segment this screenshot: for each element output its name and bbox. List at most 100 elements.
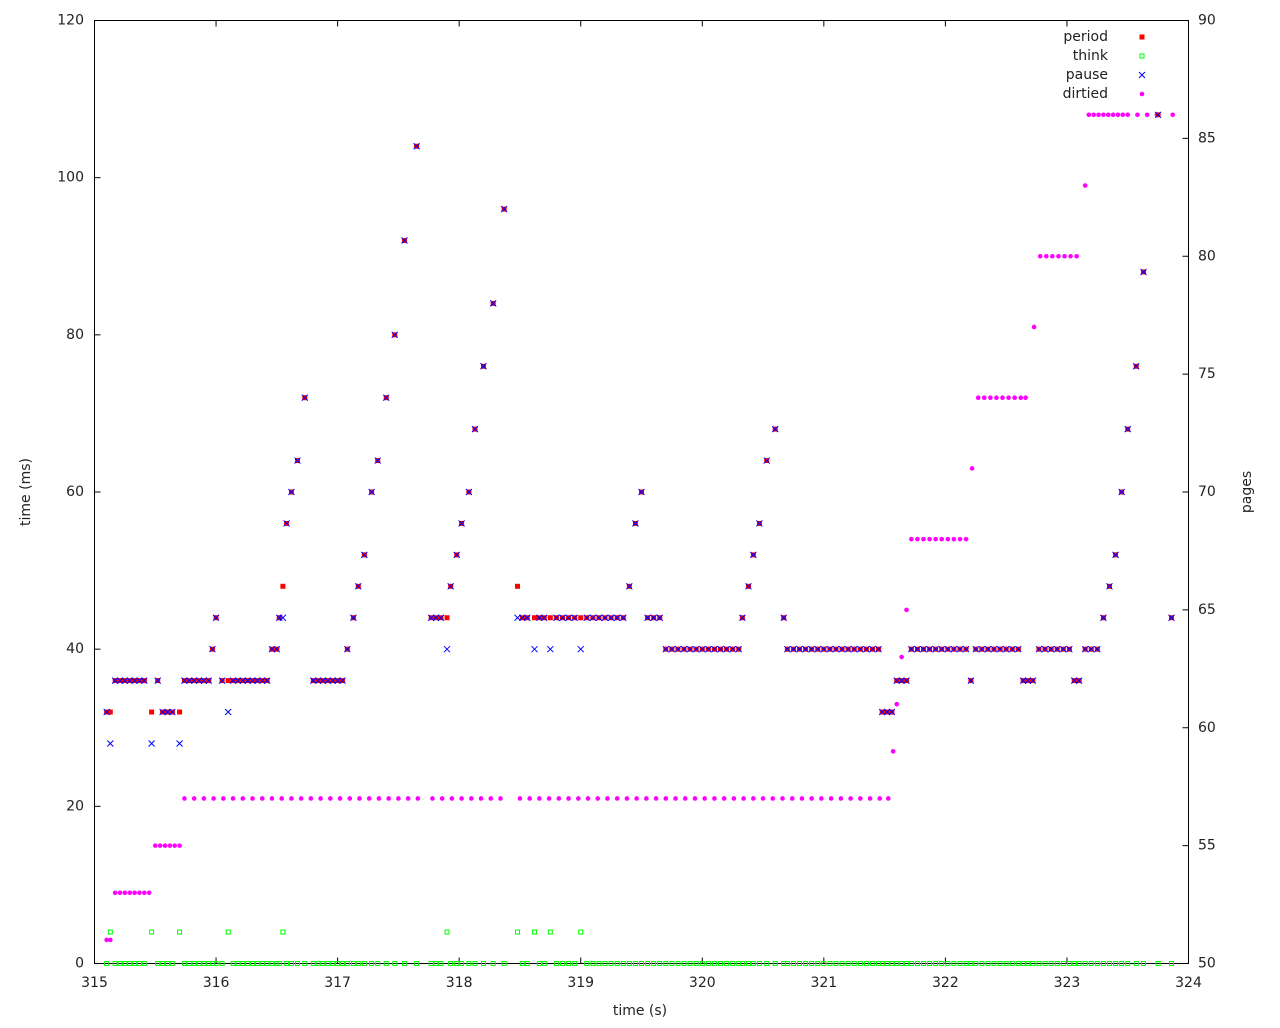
data-point bbox=[230, 961, 236, 966]
data-point bbox=[705, 645, 712, 653]
data-point bbox=[1132, 362, 1140, 370]
data-point bbox=[315, 961, 321, 966]
data-point bbox=[301, 394, 309, 402]
x-axis-title: time (s) bbox=[613, 1003, 667, 1019]
data-point bbox=[288, 488, 295, 496]
data-point bbox=[501, 961, 507, 966]
data-point bbox=[1056, 253, 1061, 259]
data-point bbox=[159, 708, 166, 716]
data-point bbox=[288, 961, 294, 966]
data-point bbox=[168, 708, 176, 716]
data-point bbox=[428, 961, 434, 966]
data-point bbox=[1062, 253, 1067, 259]
data-point bbox=[302, 961, 308, 966]
data-point bbox=[1043, 253, 1049, 259]
data-point bbox=[181, 677, 188, 684]
data-point bbox=[459, 796, 464, 801]
data-point bbox=[1036, 961, 1042, 966]
data-point bbox=[763, 457, 771, 464]
data-point bbox=[433, 961, 439, 966]
data-point bbox=[196, 961, 202, 966]
data-point bbox=[471, 425, 479, 433]
data-point bbox=[1133, 961, 1139, 966]
data-point bbox=[1035, 645, 1043, 653]
data-point bbox=[760, 796, 766, 801]
data-point bbox=[553, 961, 559, 966]
data-point bbox=[239, 677, 247, 684]
data-point bbox=[392, 961, 398, 966]
data-point bbox=[334, 677, 341, 684]
data-point bbox=[276, 961, 282, 966]
data-point bbox=[828, 796, 834, 801]
y-tick-label: 80 bbox=[66, 327, 84, 343]
data-point bbox=[932, 645, 940, 653]
data-point bbox=[127, 890, 133, 896]
data-point bbox=[162, 843, 168, 848]
data-point bbox=[1106, 961, 1112, 966]
data-point bbox=[439, 796, 445, 801]
data-point bbox=[879, 961, 885, 966]
data-point bbox=[1068, 253, 1073, 259]
data-point bbox=[489, 300, 497, 307]
data-point bbox=[969, 466, 975, 471]
data-point bbox=[480, 362, 487, 370]
data-point bbox=[374, 457, 382, 464]
data-point bbox=[314, 677, 322, 684]
data-point bbox=[532, 929, 538, 935]
data-point bbox=[933, 536, 938, 542]
data-point bbox=[686, 645, 694, 653]
data-point bbox=[1091, 112, 1096, 118]
data-point bbox=[578, 615, 584, 621]
x-tick-label: 317 bbox=[324, 975, 351, 991]
data-point bbox=[903, 677, 910, 684]
data-point bbox=[1025, 961, 1031, 966]
data-point bbox=[1003, 961, 1009, 966]
data-point bbox=[957, 961, 963, 966]
data-point bbox=[490, 961, 496, 966]
data-point bbox=[756, 961, 762, 966]
x-tick-label: 316 bbox=[203, 975, 230, 991]
data-point bbox=[1124, 425, 1132, 433]
data-point bbox=[335, 961, 341, 966]
data-point bbox=[438, 961, 444, 966]
data-point bbox=[994, 395, 999, 401]
data-point bbox=[465, 488, 473, 496]
data-point bbox=[273, 645, 281, 653]
data-point bbox=[432, 614, 440, 622]
data-point bbox=[1015, 961, 1021, 966]
data-point bbox=[1106, 582, 1113, 590]
data-point bbox=[607, 614, 615, 622]
data-point bbox=[415, 796, 421, 801]
data-point bbox=[155, 961, 161, 966]
data-point bbox=[350, 961, 356, 966]
data-point bbox=[132, 890, 137, 896]
data-point bbox=[1140, 268, 1147, 276]
data-point bbox=[1029, 677, 1037, 684]
data-point bbox=[764, 961, 770, 966]
data-point bbox=[1071, 961, 1077, 966]
data-point bbox=[978, 645, 986, 653]
data-point bbox=[259, 796, 265, 801]
data-point bbox=[723, 645, 730, 653]
data-point bbox=[269, 961, 275, 966]
data-point bbox=[584, 961, 590, 966]
data-point bbox=[578, 929, 584, 935]
data-point bbox=[1018, 395, 1024, 401]
data-point bbox=[459, 961, 465, 966]
data-point bbox=[571, 614, 578, 622]
data-point bbox=[799, 796, 805, 801]
data-point bbox=[177, 929, 183, 935]
data-point bbox=[608, 961, 614, 966]
data-point bbox=[605, 796, 610, 801]
data-point bbox=[472, 961, 478, 966]
data-point bbox=[382, 394, 390, 402]
data-point bbox=[541, 961, 547, 966]
data-point bbox=[1105, 112, 1111, 118]
data-point bbox=[519, 961, 525, 966]
data-point bbox=[857, 961, 863, 966]
data-point bbox=[1110, 112, 1116, 118]
data-point bbox=[957, 536, 963, 542]
data-point bbox=[559, 961, 565, 966]
data-point bbox=[808, 645, 816, 653]
data-point bbox=[858, 796, 863, 801]
